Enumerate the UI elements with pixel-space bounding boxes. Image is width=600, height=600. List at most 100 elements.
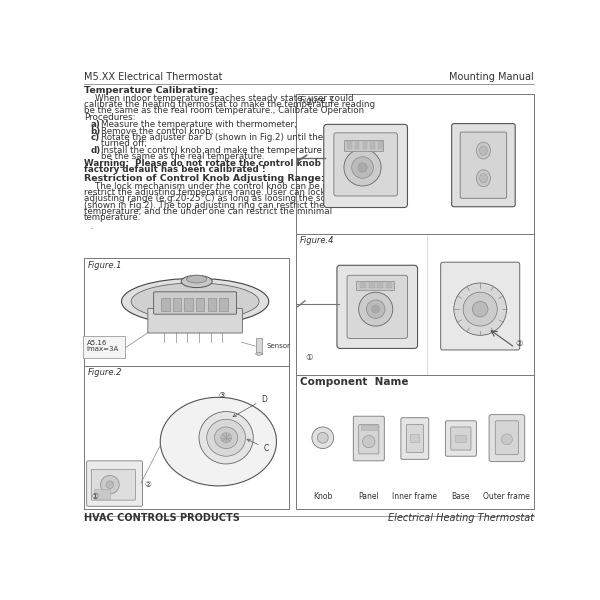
- Text: ②: ②: [144, 480, 151, 489]
- Text: ①: ①: [91, 492, 98, 501]
- Bar: [173, 298, 181, 311]
- Text: The lock mechanism under the control knob can be used to: The lock mechanism under the control kno…: [84, 182, 355, 191]
- Text: Imax=3A: Imax=3A: [86, 346, 119, 352]
- Text: Figure.2: Figure.2: [88, 368, 122, 377]
- Text: calibrate the heating thermostat to make the temperature reading: calibrate the heating thermostat to make…: [84, 100, 376, 109]
- FancyBboxPatch shape: [353, 416, 385, 461]
- Text: Electrical Heating Thermostat: Electrical Heating Thermostat: [388, 513, 534, 523]
- Bar: [361, 425, 377, 430]
- Circle shape: [359, 292, 393, 326]
- Text: Mounting Manual: Mounting Manual: [449, 72, 534, 82]
- Text: ③: ③: [219, 391, 226, 400]
- Bar: [184, 298, 193, 311]
- Text: D: D: [233, 395, 267, 417]
- Text: Figure.1: Figure.1: [88, 260, 122, 269]
- Bar: [362, 141, 367, 149]
- Text: Outer frame: Outer frame: [484, 492, 530, 501]
- Bar: [83, 336, 125, 358]
- Text: A5.16: A5.16: [86, 340, 107, 346]
- Text: Warning:  Please do not rotate the control knob since the: Warning: Please do not rotate the contro…: [84, 159, 370, 168]
- Circle shape: [362, 436, 375, 448]
- Ellipse shape: [221, 433, 232, 443]
- Ellipse shape: [207, 419, 245, 456]
- Text: d): d): [91, 146, 101, 155]
- Text: Base: Base: [452, 492, 470, 501]
- Ellipse shape: [256, 352, 262, 355]
- FancyBboxPatch shape: [440, 262, 520, 350]
- Bar: [296, 94, 534, 235]
- Text: Remove the control knob;: Remove the control knob;: [101, 127, 214, 136]
- Bar: [94, 490, 110, 499]
- FancyBboxPatch shape: [91, 469, 136, 500]
- FancyBboxPatch shape: [495, 421, 518, 455]
- Text: Knob: Knob: [313, 492, 332, 501]
- Ellipse shape: [479, 173, 487, 183]
- Text: be the same as the real temperature.: be the same as the real temperature.: [101, 152, 265, 161]
- Text: temperature, and the under one can restrict the minimal: temperature, and the under one can restr…: [84, 207, 332, 216]
- Circle shape: [372, 305, 380, 313]
- Text: Measure the temperature with thermometer;: Measure the temperature with thermometer…: [101, 121, 298, 130]
- Bar: [256, 338, 262, 354]
- Bar: [219, 298, 227, 311]
- FancyBboxPatch shape: [347, 275, 407, 338]
- FancyBboxPatch shape: [452, 124, 515, 207]
- Ellipse shape: [476, 170, 490, 187]
- Bar: [296, 234, 534, 376]
- Bar: [377, 282, 383, 289]
- Bar: [356, 281, 394, 290]
- Ellipse shape: [131, 283, 259, 320]
- FancyBboxPatch shape: [451, 427, 471, 450]
- Bar: [410, 434, 419, 442]
- Ellipse shape: [181, 275, 212, 287]
- FancyBboxPatch shape: [154, 292, 236, 314]
- Text: c): c): [91, 133, 100, 142]
- Text: turned off;: turned off;: [101, 139, 148, 148]
- FancyBboxPatch shape: [359, 425, 379, 454]
- Bar: [370, 141, 375, 149]
- Text: ②: ②: [516, 338, 523, 347]
- Bar: [347, 141, 352, 149]
- Ellipse shape: [160, 397, 277, 486]
- Text: temperature.: temperature.: [84, 213, 142, 222]
- Bar: [378, 141, 383, 149]
- Text: Sensor: Sensor: [266, 343, 290, 349]
- Circle shape: [312, 427, 334, 449]
- FancyBboxPatch shape: [334, 133, 397, 196]
- Bar: [196, 298, 205, 311]
- Ellipse shape: [121, 278, 269, 325]
- Bar: [296, 374, 534, 509]
- Circle shape: [344, 149, 381, 186]
- FancyBboxPatch shape: [148, 308, 242, 333]
- FancyBboxPatch shape: [324, 124, 407, 208]
- Ellipse shape: [187, 275, 207, 283]
- Circle shape: [454, 283, 506, 335]
- Circle shape: [106, 481, 114, 488]
- Text: adjusting range (e.g.20-25°C) as long as loosing the screw C: adjusting range (e.g.20-25°C) as long as…: [84, 194, 350, 203]
- Ellipse shape: [476, 142, 490, 159]
- Text: restrict the adjusting temperature range. User can lock the: restrict the adjusting temperature range…: [84, 188, 343, 197]
- Text: Component  Name: Component Name: [300, 377, 408, 387]
- Bar: [355, 141, 359, 149]
- Circle shape: [352, 157, 373, 178]
- Bar: [84, 366, 289, 509]
- Ellipse shape: [215, 427, 238, 449]
- Text: Install the control knob and make the temperature reading: Install the control knob and make the te…: [101, 146, 358, 155]
- Text: Rotate the adjuster bar D (shown in Fig.2) until the LED is: Rotate the adjuster bar D (shown in Fig.…: [101, 133, 353, 142]
- Circle shape: [367, 300, 385, 319]
- Text: a): a): [91, 121, 100, 130]
- Bar: [84, 259, 289, 366]
- FancyBboxPatch shape: [406, 425, 424, 452]
- Text: Panel: Panel: [358, 492, 379, 501]
- Text: Figure.3: Figure.3: [300, 96, 334, 105]
- Text: ①: ①: [305, 353, 313, 362]
- Text: b): b): [91, 127, 101, 136]
- Text: .: .: [91, 224, 93, 230]
- Bar: [344, 140, 383, 151]
- Bar: [208, 298, 216, 311]
- Text: (shown in Fig.2). The top adjusting ring can restrict the maximal: (shown in Fig.2). The top adjusting ring…: [84, 200, 365, 209]
- Circle shape: [358, 163, 367, 172]
- Text: C: C: [247, 439, 269, 453]
- FancyBboxPatch shape: [337, 265, 418, 349]
- Text: factory default has been calibrated !: factory default has been calibrated !: [84, 166, 266, 175]
- FancyBboxPatch shape: [401, 418, 429, 460]
